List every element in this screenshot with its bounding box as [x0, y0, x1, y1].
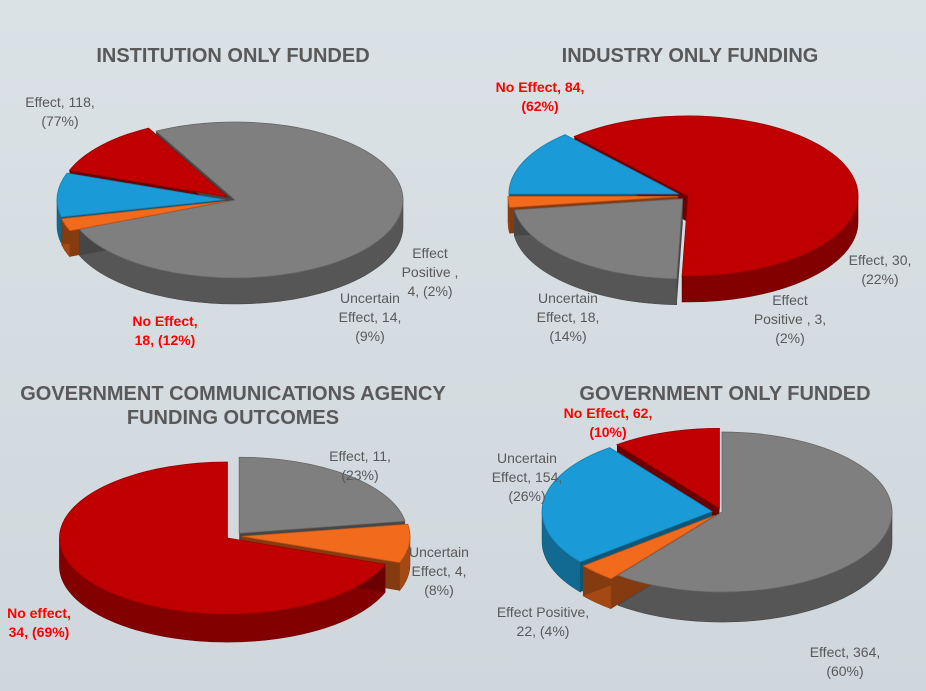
pie-4-label-effect-positive-line-2: 22, (4%) [517, 623, 570, 639]
pie-2-slice-no-effect [573, 115, 859, 277]
pie-1-slice-effect-positive [61, 200, 226, 232]
pie-2-label-effect-line-1: Effect, 30, [849, 252, 912, 268]
pie-4-slice-uncertain-effect [541, 447, 713, 563]
pie-1-label-uncertain-effect-line-2: Effect, 14, [339, 309, 402, 325]
pie-3-label-uncertain-effect: Uncertain Effect, 4, (8%) [409, 544, 469, 598]
pie-3-slice-uncertain-effect [241, 523, 411, 564]
pie-2-slice-effect [513, 198, 684, 280]
pie-1-label-no-effect: No Effect, 18, (12%) [132, 313, 197, 348]
pie-3-label-no-effect: No effect, 34, (69%) [7, 605, 71, 640]
pie-2-label-uncertain-effect-line-3: (14%) [549, 328, 586, 344]
pie-4-slice-effect-positive [582, 514, 716, 580]
pie-2-slice-side-effect-cut-0 [676, 198, 683, 305]
pie-4-label-effect-positive-line-1: Effect Positive, [497, 604, 589, 620]
pie-4-label-effect-positive: Effect Positive, 22, (4%) [497, 604, 589, 639]
pie-3-label-effect-line-1: Effect, 11, [329, 448, 391, 464]
pie-3-slice-no-effect [59, 461, 386, 615]
pie-4-label-effect-line-1: Effect, 364, [810, 644, 881, 660]
pie-3-label-uncertain-effect-line-2: Effect, 4, [412, 563, 467, 579]
pie-chart-3: Effect, 11, (23%) Uncertain Effect, 4, (8%) N… [7, 448, 469, 643]
pie-4-label-uncertain-effect-line-3: (26%) [508, 488, 545, 504]
pie-2-label-no-effect-line-1: No Effect, 84, [496, 79, 585, 95]
pie-2-label-no-effect: No Effect, 84, (62%) [496, 79, 585, 114]
pie-4-label-uncertain-effect-line-1: Uncertain [497, 450, 557, 466]
pie-1-label-effect-positive: Effect Positive , 4, (2%) [402, 245, 459, 299]
pie-2-label-effect-positive-line-1: Effect [772, 292, 808, 308]
pie-2-slice-uncertain-effect [508, 134, 680, 195]
pie-4-label-effect: Effect, 364, (60%) [810, 644, 881, 679]
pie-4-label-uncertain-effect: Uncertain Effect, 154, (26%) [492, 450, 563, 504]
pie-1-slice-no-effect [68, 127, 229, 198]
pie-chart-2: No Effect, 84, (62%)Effect, 30, (22%)Effec… [496, 79, 912, 346]
pie-2-label-effect-positive-line-2: Positive , 3, [754, 311, 826, 327]
pie-3-label-effect-line-2: (23%) [341, 467, 378, 483]
pie-2-slice-effect-positive [507, 195, 679, 208]
pie-2-label-effect-positive: Effect Positive , 3, (2%) [754, 292, 826, 346]
pie-1-label-effect-positive-line-3: 4, (2%) [407, 283, 452, 299]
pie-1-label-uncertain-effect-line-3: (9%) [355, 328, 385, 344]
pie-2-label-effect-positive-line-3: (2%) [775, 330, 805, 346]
pie-2-label-uncertain-effect-line-1: Uncertain [538, 290, 598, 306]
pie-3-slice-effect [238, 456, 406, 534]
pie-3-label-effect: Effect, 11, (23%) [329, 448, 391, 483]
pie-4-slice-effect [617, 431, 893, 593]
pie-4-label-no-effect: No Effect, 62, (10%) [564, 405, 653, 440]
pie-chart-4: Effect, 364, (60%) Effect Positive, 22, (4%… [492, 405, 893, 679]
pie-1-label-effect-line-2: (77%) [41, 113, 78, 129]
pie-2-label-uncertain-effect: Uncertain Effect, 18, (14%) [537, 290, 600, 344]
pie-chart-1: Effect, 118, (77%) Effect Positive , 4, (2%)… [25, 94, 458, 348]
pie-2-label-no-effect-line-2: (62%) [521, 98, 558, 114]
pie-4-slice-no-effect [616, 428, 720, 510]
chart-title-gov-agency-line2: FUNDING OUTCOMES [126, 407, 340, 429]
pie-1-label-uncertain-effect: Uncertain Effect, 14, (9%) [339, 290, 402, 344]
pie-3-label-no-effect-line-2: 34, (69%) [9, 624, 70, 640]
pie-1-slice-uncertain-effect [56, 172, 226, 218]
pie-4-label-no-effect-line-1: No Effect, 62, [564, 405, 653, 421]
pie-1-slice-effect [78, 121, 404, 279]
pie-2-label-effect-line-2: (22%) [861, 271, 898, 287]
pie-1-label-no-effect-line-1: No Effect, [132, 313, 197, 329]
pie-1-label-no-effect-line-2: 18, (12%) [135, 332, 196, 348]
pie-3-label-no-effect-line-1: No effect, [7, 605, 71, 621]
pie-4-label-no-effect-line-2: (10%) [589, 424, 626, 440]
pie-1-label-uncertain-effect-line-1: Uncertain [340, 290, 400, 306]
pie-2-label-uncertain-effect-line-2: Effect, 18, [537, 309, 600, 325]
chart-title-industry: INDUSTRY ONLY FUNDING [561, 45, 819, 67]
chart-title-gov-agency-line1: GOVERNMENT COMMUNICATIONS AGENCY [20, 383, 446, 405]
pie-1-label-effect-positive-line-2: Positive , [402, 264, 459, 280]
pie-1-label-effect: Effect, 118, (77%) [25, 94, 95, 129]
pie-1-label-effect-line-1: Effect, 118, [25, 94, 95, 110]
pie-3-label-uncertain-effect-line-1: Uncertain [409, 544, 469, 560]
pie-2-label-effect: Effect, 30, (22%) [849, 252, 912, 287]
chart-title-government: GOVERNMENT ONLY FUNDED [579, 383, 871, 405]
chart-title-institution: INSTITUTION ONLY FUNDED [96, 45, 370, 67]
pie-1-label-effect-positive-line-1: Effect [412, 245, 448, 261]
pie-4-label-effect-line-2: (60%) [826, 663, 863, 679]
pie-4-label-uncertain-effect-line-2: Effect, 154, [492, 469, 563, 485]
pie-3-label-uncertain-effect-line-3: (8%) [424, 582, 454, 598]
